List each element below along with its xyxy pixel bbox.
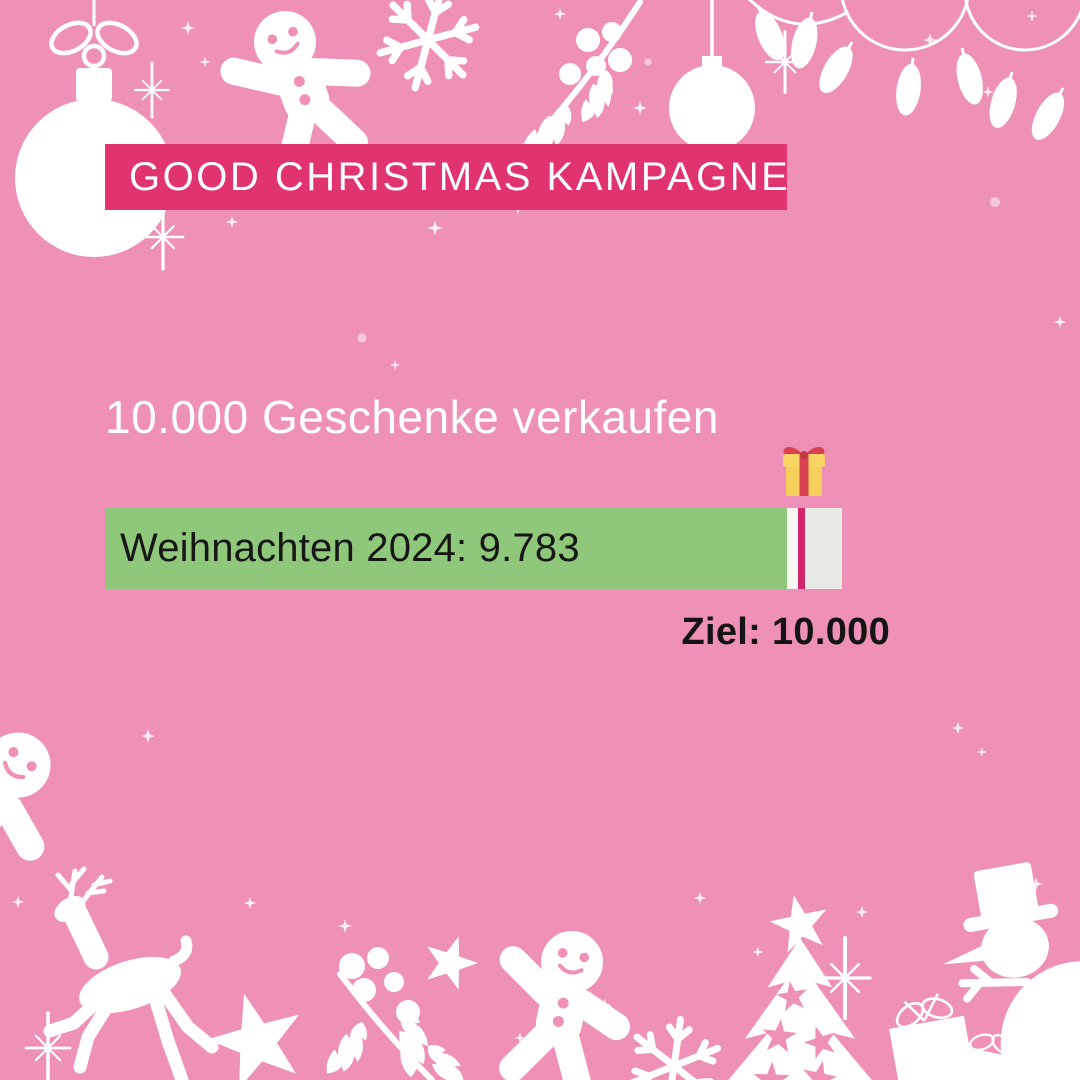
- snowflake-icon: [369, 0, 487, 100]
- star-icon: [417, 928, 484, 993]
- progress-bar-track: [805, 508, 842, 589]
- goal-target-label: Ziel: 10.000: [681, 611, 890, 653]
- bauble-large-icon: [15, 0, 173, 257]
- gift-emoji-icon: [783, 447, 825, 496]
- progress-bar: Weihnachten 2024: 9.783: [105, 508, 842, 589]
- snowman-icon: [942, 862, 1080, 1080]
- string-lights-icon: [745, 0, 1080, 147]
- campaign-banner-title: GOOD CHRISTMAS KAMPAGNE: [129, 154, 791, 199]
- holly-berries-icon: [324, 947, 477, 1080]
- christmas-tree-icon: [728, 888, 872, 1080]
- snowflake-icon: [622, 1013, 726, 1080]
- progress-target-marker: [798, 508, 805, 589]
- progress-bar-label: Weihnachten 2024: 9.783: [120, 526, 580, 570]
- progress-bar-fill: Weihnachten 2024: 9.783: [105, 508, 787, 589]
- bow-icon: [49, 20, 139, 69]
- sparkle-icon: [133, 61, 171, 119]
- reindeer-icon: [43, 866, 219, 1080]
- holly-berries-icon: [484, 0, 643, 185]
- progress-bar-gap: [787, 508, 798, 589]
- twinkle-stars: [11, 7, 1067, 1044]
- gingerbread-man-icon: [491, 920, 634, 1080]
- star-icon: [198, 981, 314, 1080]
- campaign-banner: GOOD CHRISTMAS KAMPAGNE: [105, 144, 791, 210]
- gingerbread-man-icon: [0, 702, 85, 900]
- hanging-bauble-icon: [669, 0, 755, 151]
- gift-boxes-icon: [889, 993, 1020, 1080]
- goal-headline: 10.000 Geschenke verkaufen: [105, 391, 719, 443]
